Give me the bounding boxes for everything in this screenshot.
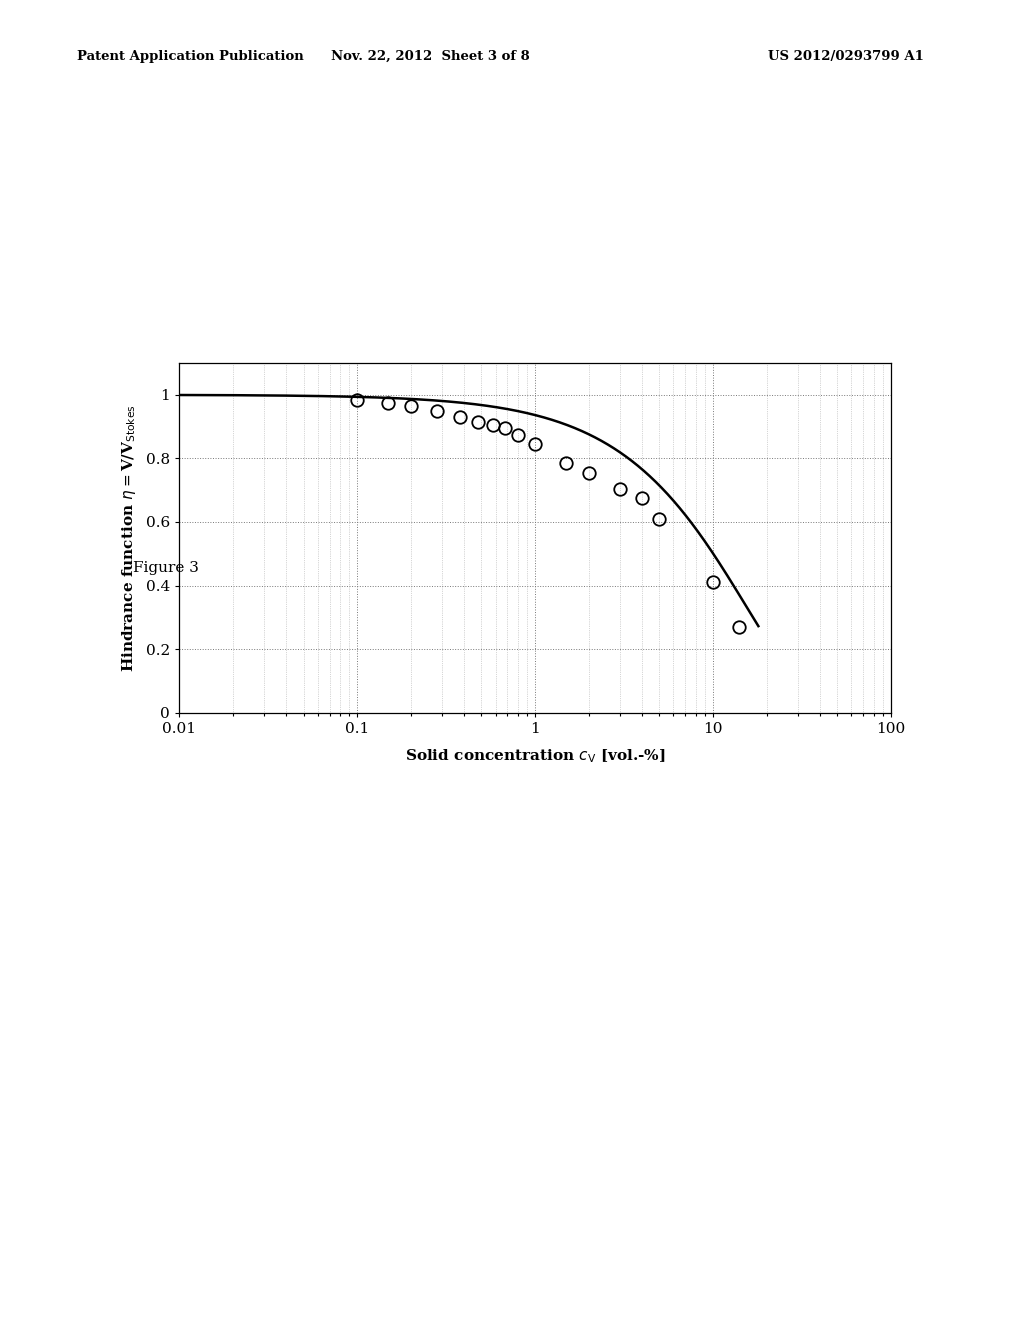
X-axis label: Solid concentration $c_{\mathrm{V}}$ [vol.-%]: Solid concentration $c_{\mathrm{V}}$ [vo…: [404, 747, 666, 764]
Y-axis label: Hindrance function $\eta$$=$V/V$_{\mathrm{Stokes}}$: Hindrance function $\eta$$=$V/V$_{\mathr…: [120, 404, 137, 672]
Text: Patent Application Publication: Patent Application Publication: [77, 50, 303, 63]
Text: Figure 3: Figure 3: [133, 561, 199, 576]
Text: US 2012/0293799 A1: US 2012/0293799 A1: [768, 50, 924, 63]
Text: Nov. 22, 2012  Sheet 3 of 8: Nov. 22, 2012 Sheet 3 of 8: [331, 50, 529, 63]
